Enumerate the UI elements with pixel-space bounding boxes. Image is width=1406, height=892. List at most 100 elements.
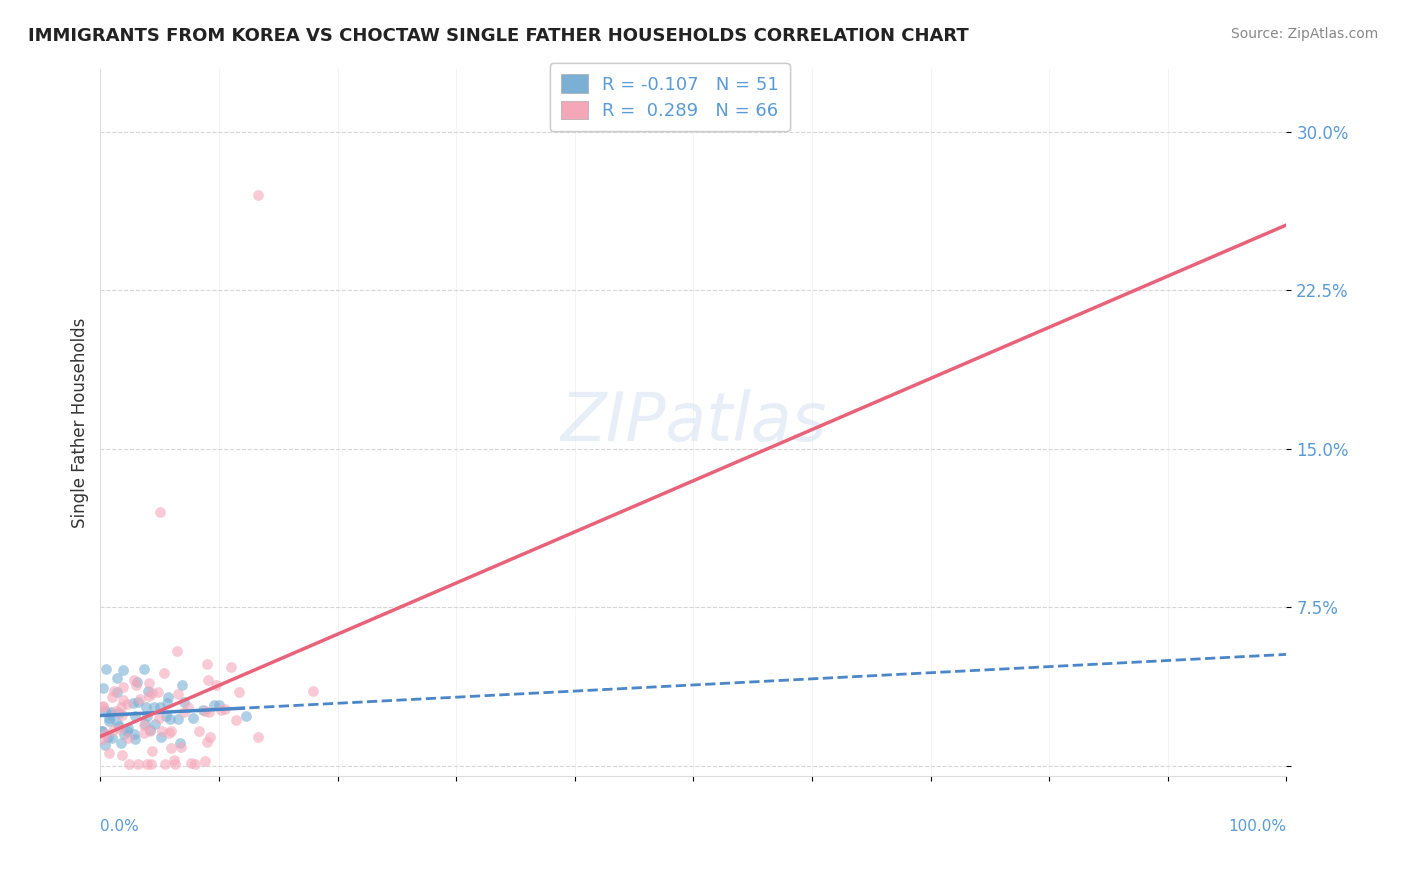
Point — [138, 676, 160, 690]
Point — [94, 726, 117, 740]
Point — [195, 735, 218, 749]
Point — [103, 684, 125, 698]
Point — [149, 700, 172, 714]
Text: IMMIGRANTS FROM KOREA VS CHOCTAW SINGLE FATHER HOUSEHOLDS CORRELATION CHART: IMMIGRANTS FROM KOREA VS CHOCTAW SINGLE … — [28, 27, 969, 45]
Point — [157, 726, 180, 740]
Point — [139, 723, 162, 737]
Y-axis label: Single Father Households: Single Father Households — [72, 318, 89, 527]
Point — [156, 696, 179, 710]
Point — [112, 727, 135, 741]
Point — [141, 744, 163, 758]
Point — [166, 644, 188, 658]
Point — [91, 732, 114, 747]
Point — [108, 723, 131, 737]
Point — [98, 746, 121, 760]
Point — [247, 731, 270, 745]
Point — [128, 692, 150, 706]
Point — [101, 723, 124, 737]
Point — [104, 704, 127, 718]
Point — [155, 708, 177, 723]
Point — [100, 707, 122, 722]
Point — [115, 697, 138, 711]
Point — [208, 698, 231, 712]
Point — [188, 724, 211, 739]
Point — [197, 673, 219, 688]
Point — [111, 692, 134, 706]
Point — [209, 703, 232, 717]
Point — [98, 714, 121, 729]
Point — [183, 756, 205, 771]
Point — [225, 713, 247, 727]
Point — [127, 675, 149, 690]
Point — [107, 706, 129, 720]
Point — [111, 663, 134, 677]
Point — [135, 700, 157, 714]
Point — [97, 730, 120, 744]
Point — [228, 685, 250, 699]
Point — [142, 700, 165, 714]
Text: 0.0%: 0.0% — [100, 819, 139, 834]
Point — [110, 707, 132, 722]
Point — [111, 748, 134, 763]
Point — [90, 723, 112, 738]
Point — [219, 660, 242, 674]
Point — [143, 717, 166, 731]
Point — [167, 712, 190, 726]
Point — [108, 718, 131, 732]
Point — [170, 678, 193, 692]
Point — [136, 709, 159, 723]
Point — [110, 736, 132, 750]
Point — [173, 705, 195, 719]
Point — [97, 711, 120, 725]
Point — [150, 730, 173, 744]
Point — [194, 754, 217, 768]
Point — [134, 718, 156, 732]
Point — [153, 665, 176, 680]
Point — [117, 723, 139, 738]
Point — [117, 731, 139, 746]
Point — [136, 684, 159, 698]
Point — [125, 678, 148, 692]
Point — [91, 681, 114, 695]
Point — [141, 756, 163, 771]
Point — [198, 705, 221, 719]
Point — [160, 723, 183, 738]
Point — [91, 699, 114, 714]
Legend: R = -0.107   N = 51, R =  0.289   N = 66: R = -0.107 N = 51, R = 0.289 N = 66 — [550, 63, 790, 131]
Point — [124, 732, 146, 747]
Point — [111, 680, 134, 694]
Point — [177, 700, 200, 714]
Text: 100.0%: 100.0% — [1229, 819, 1286, 834]
Point — [197, 657, 219, 672]
Point — [134, 717, 156, 731]
Point — [194, 704, 217, 718]
Point — [191, 703, 214, 717]
Point — [138, 689, 160, 703]
Point — [159, 741, 181, 756]
Point — [214, 701, 236, 715]
Point — [122, 673, 145, 687]
Point — [165, 756, 187, 771]
Point — [139, 724, 162, 739]
Point — [157, 690, 180, 705]
Point — [101, 731, 124, 745]
Point — [155, 756, 177, 771]
Point — [134, 726, 156, 740]
Point — [148, 711, 170, 725]
Point — [163, 753, 186, 767]
Point — [90, 724, 112, 739]
Point — [148, 684, 170, 698]
Point — [180, 756, 202, 771]
Point — [149, 505, 172, 519]
Text: Source: ZipAtlas.com: Source: ZipAtlas.com — [1230, 27, 1378, 41]
Point — [198, 731, 221, 745]
Point — [110, 700, 132, 714]
Point — [132, 662, 155, 676]
Point — [118, 756, 141, 771]
Point — [94, 738, 117, 752]
Point — [122, 696, 145, 710]
Point — [152, 724, 174, 739]
Point — [105, 716, 128, 731]
Point — [124, 726, 146, 740]
Point — [136, 756, 159, 771]
